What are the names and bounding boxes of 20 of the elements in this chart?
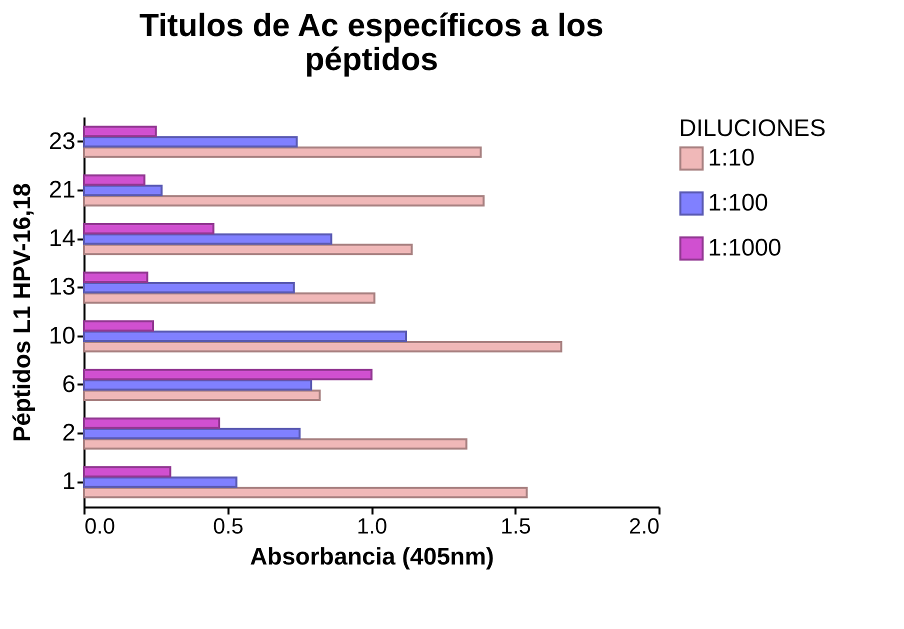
y-axis-title: Péptidos L1 HPV-16,18 — [8, 183, 36, 442]
x-tick-label: 0.0 — [84, 514, 116, 538]
chart-title: Titulos de Ac específicos a los péptidos — [139, 7, 604, 77]
y-tick-label: 10 — [48, 322, 76, 350]
legend-label: 1:10 — [708, 144, 755, 172]
y-tick-label: 21 — [48, 176, 76, 204]
legend-label: 1:1000 — [708, 234, 782, 262]
x-tick-label: 1.5 — [500, 514, 532, 538]
y-tick-label: 13 — [48, 274, 76, 301]
x-tick-label: 1.0 — [356, 514, 388, 538]
legend-title: DILUCIONES — [679, 115, 826, 142]
legend-label: 1:100 — [708, 190, 768, 216]
x-axis-title: Absorbancia (405nm) — [250, 544, 494, 570]
x-tick-label: 2.0 — [628, 514, 660, 538]
y-tick-label: 23 — [48, 128, 76, 155]
y-tick-label: 1 — [62, 468, 76, 496]
y-tick-label: 6 — [62, 370, 76, 398]
y-tick-label: 14 — [48, 225, 76, 252]
x-tick-label: 0.5 — [212, 514, 244, 538]
y-tick-label: 2 — [62, 420, 76, 447]
